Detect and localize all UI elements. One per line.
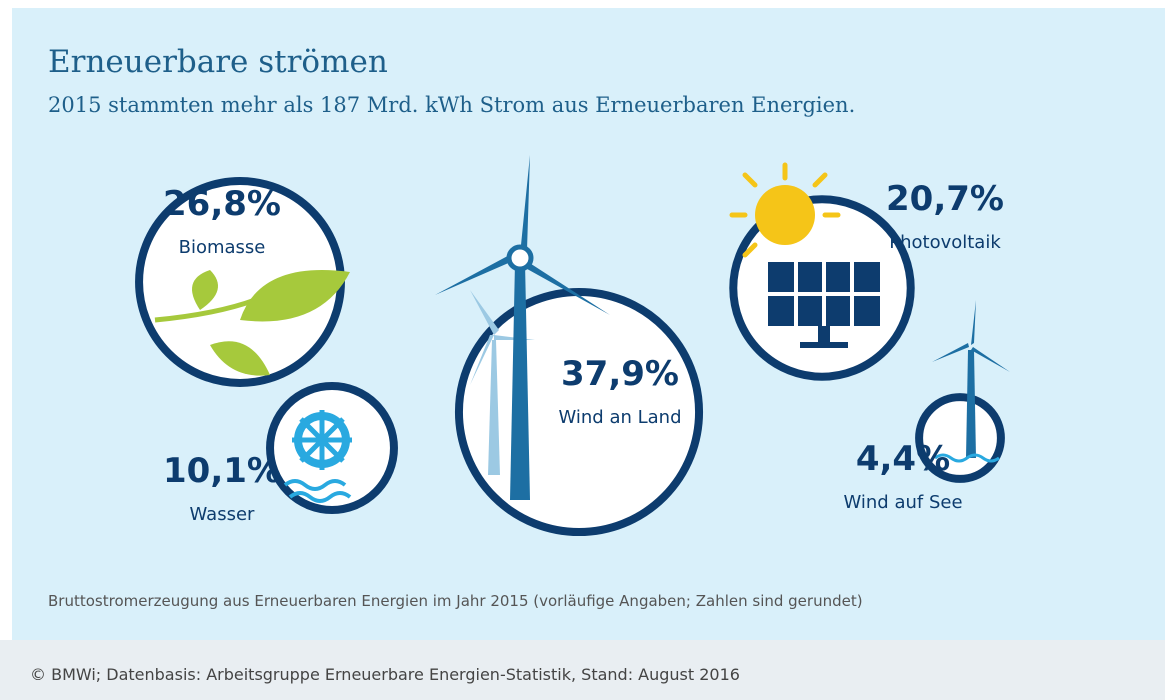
value-label: 26,8% bbox=[163, 184, 281, 224]
value-label: 37,9% bbox=[561, 354, 679, 394]
infographic: Erneuerbare strömen 2015 stammten mehr a… bbox=[0, 0, 1165, 700]
value-label: 20,7% bbox=[886, 179, 1004, 219]
subtitle: 2015 stammten mehr als 187 Mrd. kWh Stro… bbox=[48, 93, 855, 117]
caption: Bruttostromerzeugung aus Erneuerbaren En… bbox=[48, 592, 863, 610]
category-label: Biomasse bbox=[179, 237, 266, 258]
category-label: Wasser bbox=[190, 504, 256, 525]
category-label: Photovoltaik bbox=[889, 232, 1001, 253]
category-label: Wind auf See bbox=[843, 492, 962, 513]
value-label: 10,1% bbox=[163, 451, 281, 491]
title: Erneuerbare strömen bbox=[48, 44, 388, 80]
value-label: 4,4% bbox=[856, 439, 950, 479]
category-label: Wind an Land bbox=[558, 407, 681, 428]
source: © BMWi; Datenbasis: Arbeitsgruppe Erneue… bbox=[30, 665, 740, 684]
